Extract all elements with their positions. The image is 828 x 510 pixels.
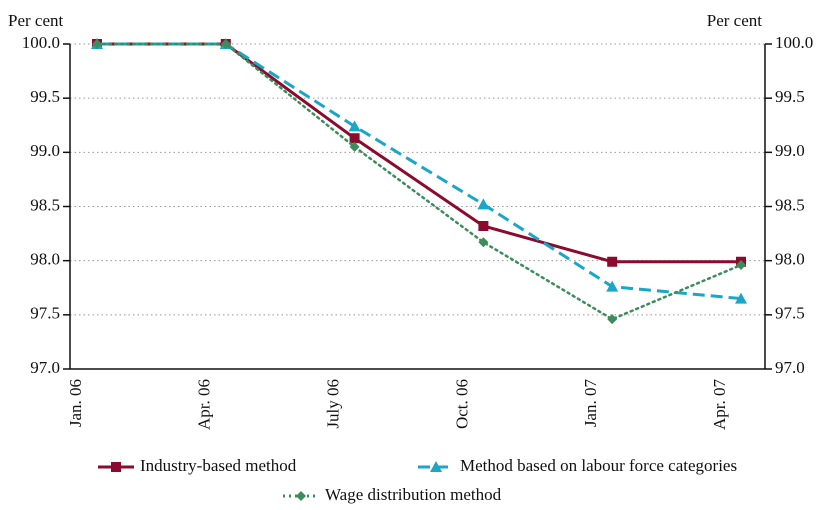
y-axis-label: Per cent	[8, 11, 64, 30]
y-tick-label: 99.0	[30, 141, 60, 160]
marker	[478, 221, 489, 231]
y2-tick-label: 100.0	[775, 33, 813, 52]
series-line	[97, 42, 741, 264]
x-tick-label: Oct. 06	[452, 379, 471, 429]
marker	[111, 462, 121, 472]
y2-tick-label: 97.5	[775, 304, 805, 323]
y2-axis-label: Per cent	[707, 11, 763, 30]
marker	[477, 198, 490, 210]
y2-tick-label: 99.5	[775, 87, 805, 106]
series-line	[95, 42, 743, 321]
marker	[607, 314, 618, 325]
y-tick-label: 97.0	[30, 358, 60, 377]
legend-label: Method based on labour force categories	[460, 456, 737, 475]
y2-tick-label: 98.5	[775, 195, 805, 214]
marker	[430, 461, 442, 472]
y-tick-label: 98.0	[30, 250, 60, 269]
legend-item: Industry-based method	[98, 456, 297, 475]
legend-label: Industry-based method	[140, 456, 297, 475]
marker	[92, 39, 102, 49]
marker	[736, 260, 746, 270]
marker	[349, 133, 360, 144]
marker	[478, 237, 489, 248]
marker	[348, 120, 361, 132]
marker	[735, 292, 747, 304]
y2-tick-label: 98.0	[775, 250, 805, 269]
marker	[607, 256, 618, 267]
y-tick-label: 97.5	[30, 304, 60, 323]
legend-label: Wage distribution method	[325, 485, 502, 504]
x-tick-label: Apr. 07	[710, 379, 729, 431]
y-tick-label: 100.0	[22, 33, 60, 52]
y-tick-label: 98.5	[30, 195, 60, 214]
marker	[296, 491, 306, 501]
x-tick-label: Jan. 07	[581, 379, 600, 428]
marker	[220, 39, 231, 49]
x-tick-label: July 06	[324, 379, 343, 429]
y2-tick-label: 97.0	[775, 358, 805, 377]
marker	[606, 280, 619, 292]
x-tick-label: Apr. 06	[195, 379, 214, 430]
x-tick-label: Jan. 06	[66, 379, 85, 427]
marker	[349, 141, 360, 152]
y-tick-label: 99.5	[30, 87, 60, 106]
y2-tick-label: 99.0	[775, 141, 805, 160]
legend-item: Method based on labour force categories	[418, 456, 737, 475]
legend-item: Wage distribution method	[283, 485, 502, 504]
